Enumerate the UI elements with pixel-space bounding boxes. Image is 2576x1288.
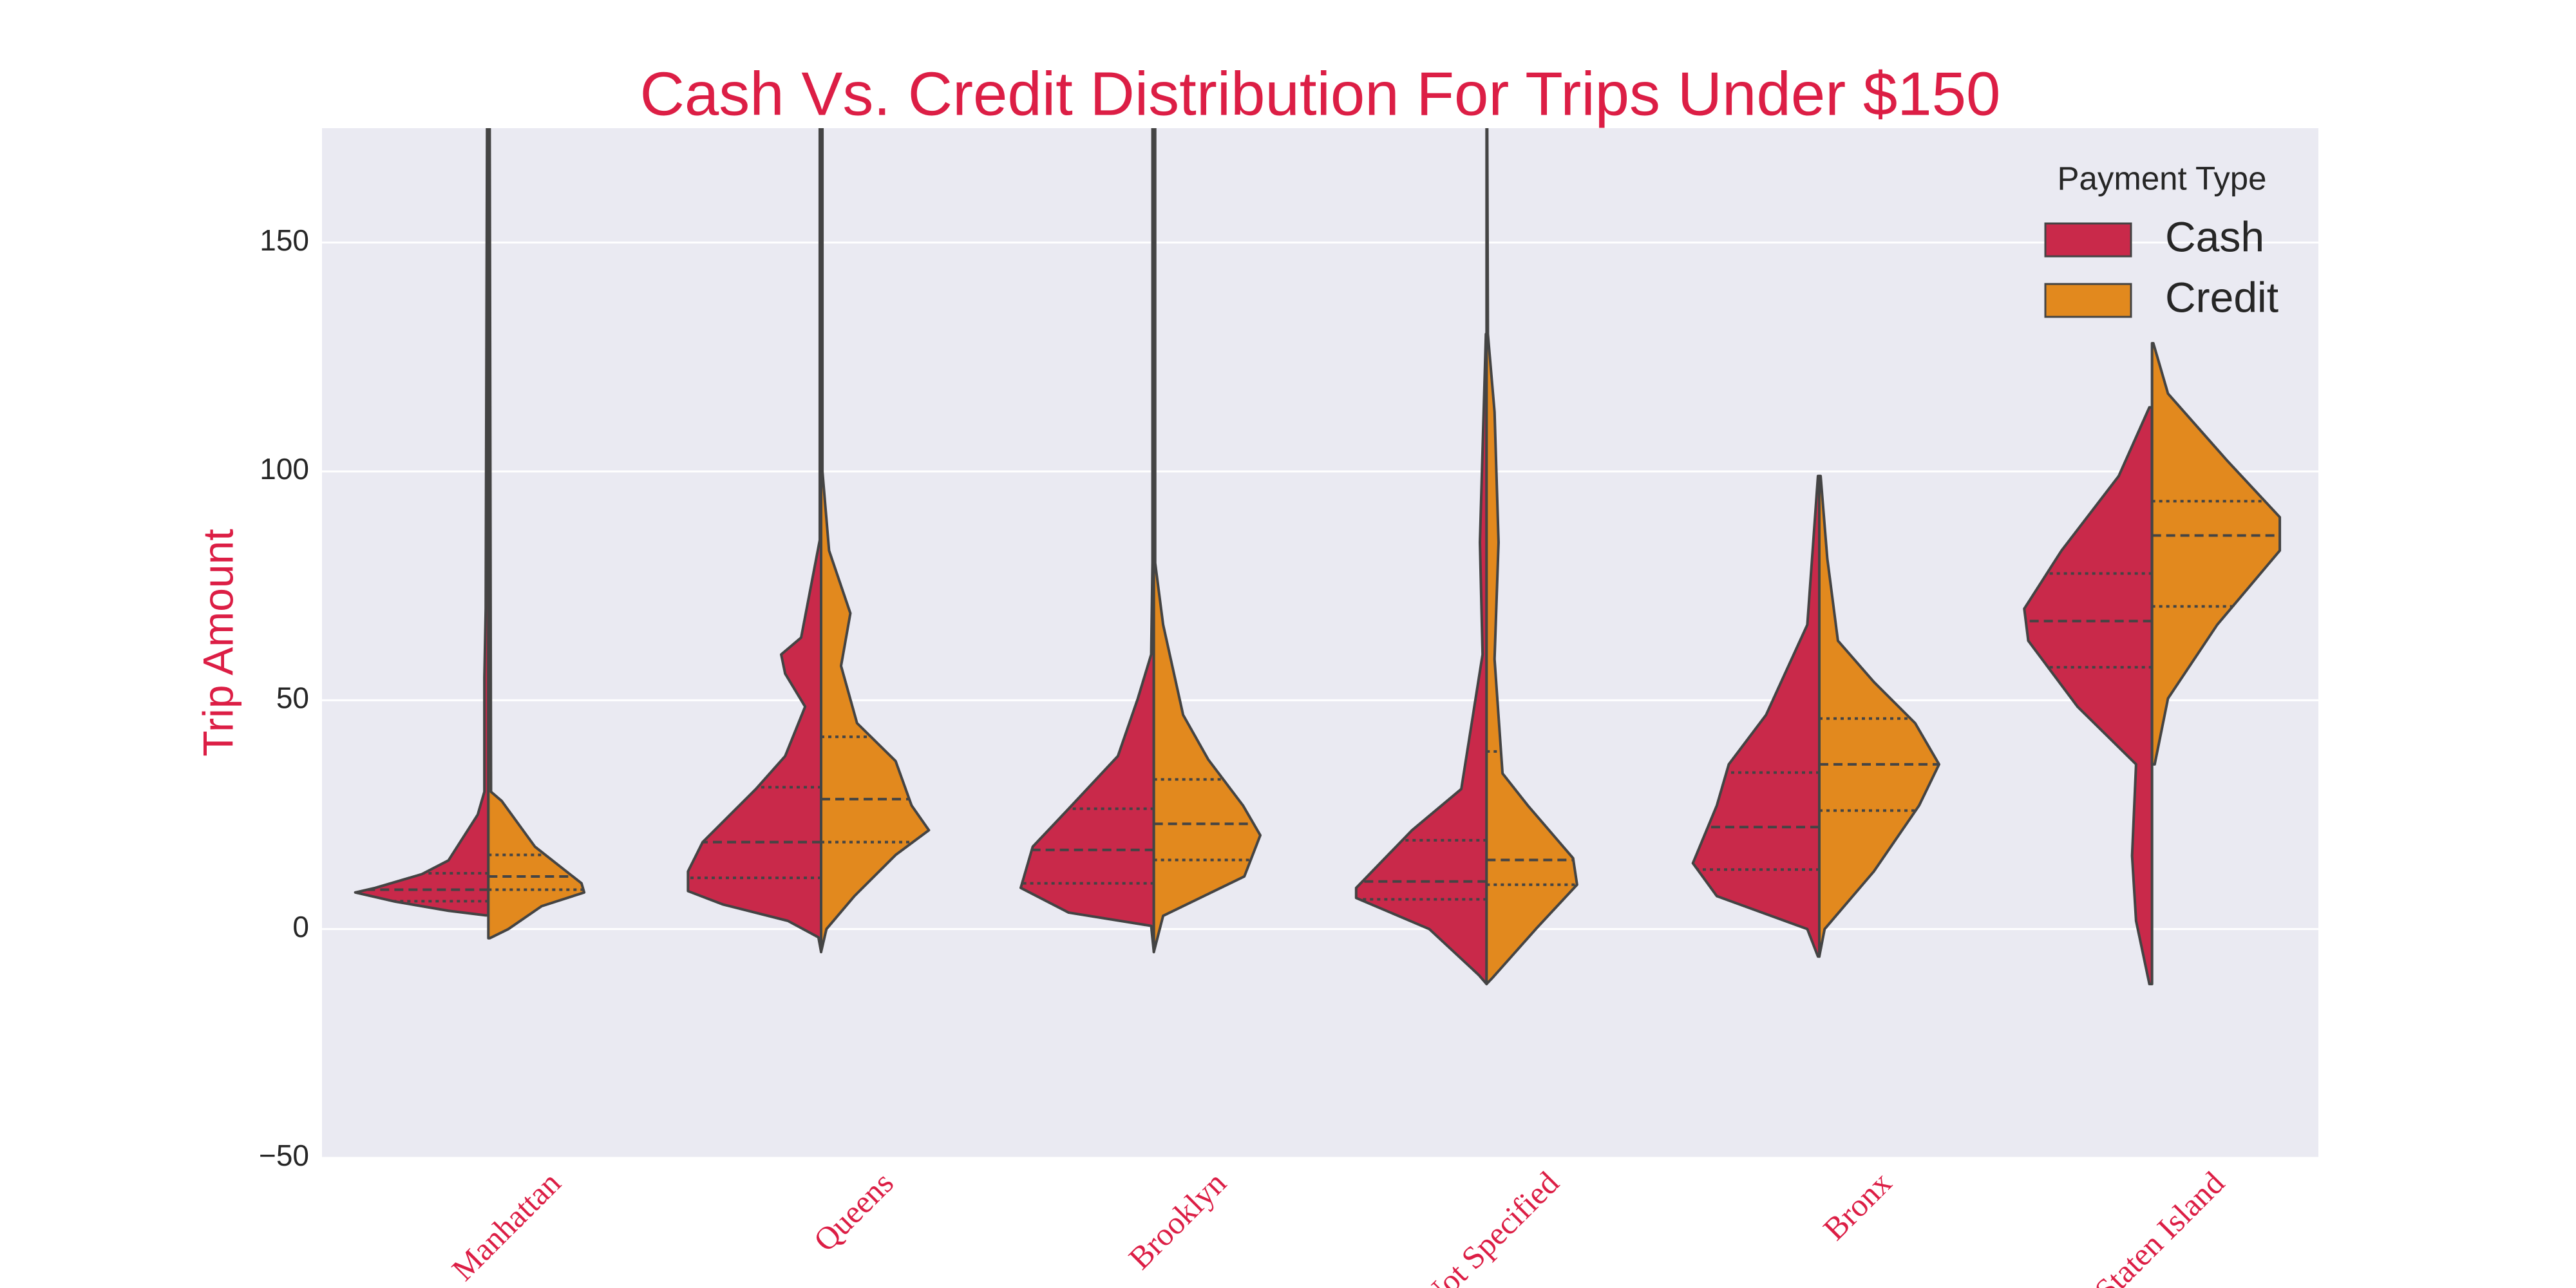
violin-half — [1485, 128, 1578, 985]
legend-label: Credit — [2165, 273, 2278, 321]
violins — [354, 128, 2282, 985]
x-tick-label: Queens — [806, 1164, 900, 1258]
x-tick-label: Bronx — [1816, 1164, 1899, 1247]
y-axis-label: Trip Amount — [194, 529, 242, 756]
violin-half — [1152, 128, 1262, 954]
y-tick-label: 150 — [260, 223, 309, 257]
y-tick-label: 0 — [292, 910, 309, 943]
violin-half — [1818, 475, 1940, 958]
x-tick-label: Staten Island — [2087, 1164, 2231, 1288]
chart-title: Cash Vs. Credit Distribution For Trips U… — [640, 59, 2001, 128]
legend: Payment Type Cash Credit — [2044, 160, 2278, 321]
legend-label: Cash — [2165, 213, 2264, 260]
grid — [322, 242, 2318, 1159]
legend-swatch — [2044, 283, 2132, 318]
violin-half — [2023, 406, 2154, 985]
y-tick-label: 50 — [276, 681, 309, 714]
violin-half — [2150, 342, 2282, 766]
x-tick-label: Brooklyn — [1121, 1164, 1233, 1276]
violin-half — [487, 128, 586, 940]
legend-title: Payment Type — [2057, 160, 2266, 196]
legend-swatch — [2044, 222, 2132, 258]
violin-half — [687, 128, 822, 954]
x-tick-label: Manhattan — [444, 1164, 567, 1287]
violin-half — [354, 128, 490, 917]
x-tick-label: Not Specified — [1414, 1164, 1566, 1288]
y-tick-label: −50 — [259, 1139, 309, 1172]
violin-half — [820, 128, 931, 954]
violin-half — [1354, 332, 1488, 985]
y-tick-label: 100 — [260, 452, 309, 486]
plot-background — [322, 128, 2318, 1158]
